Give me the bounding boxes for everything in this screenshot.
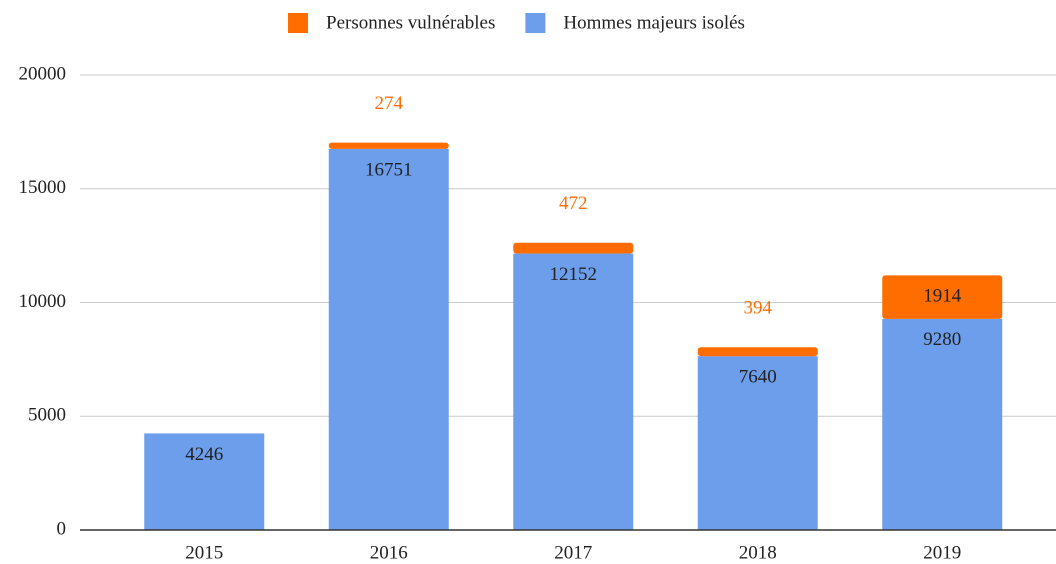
bar-segment xyxy=(513,253,634,531)
x-tick-label: 2016 xyxy=(370,542,408,563)
legend-label: Hommes majeurs isolés xyxy=(563,12,745,33)
y-tick-label: 10000 xyxy=(19,291,67,312)
x-tick-label: 2018 xyxy=(739,542,777,563)
bar-segment xyxy=(882,275,1003,319)
data-label: 7640 xyxy=(739,367,777,388)
data-label: 1914 xyxy=(923,286,962,307)
data-label: 16751 xyxy=(365,159,413,180)
x-tick-label: 2019 xyxy=(923,542,961,563)
data-label: 274 xyxy=(375,93,404,114)
data-label: 12152 xyxy=(550,264,598,285)
data-label: 472 xyxy=(559,193,588,214)
data-label: 394 xyxy=(744,298,773,319)
x-tick-label: 2017 xyxy=(554,542,592,563)
y-tick-label: 20000 xyxy=(19,63,67,84)
y-tick-label: 0 xyxy=(57,518,67,539)
bar-segment xyxy=(697,356,818,530)
legend-swatch xyxy=(525,13,546,33)
bar-segment xyxy=(328,142,449,149)
legend-swatch xyxy=(288,13,308,33)
data-label: 4246 xyxy=(185,444,223,465)
bar-segment xyxy=(513,242,634,254)
data-label: 9280 xyxy=(923,329,961,350)
bar-segment xyxy=(697,347,818,357)
x-tick-label: 2015 xyxy=(185,542,223,563)
y-tick-label: 15000 xyxy=(19,177,67,198)
legend-label: Personnes vulnérables xyxy=(326,12,495,33)
bar-segment xyxy=(882,318,1003,530)
bar-segment xyxy=(328,148,449,531)
y-tick-label: 5000 xyxy=(28,405,66,426)
bar-segment xyxy=(144,433,265,530)
